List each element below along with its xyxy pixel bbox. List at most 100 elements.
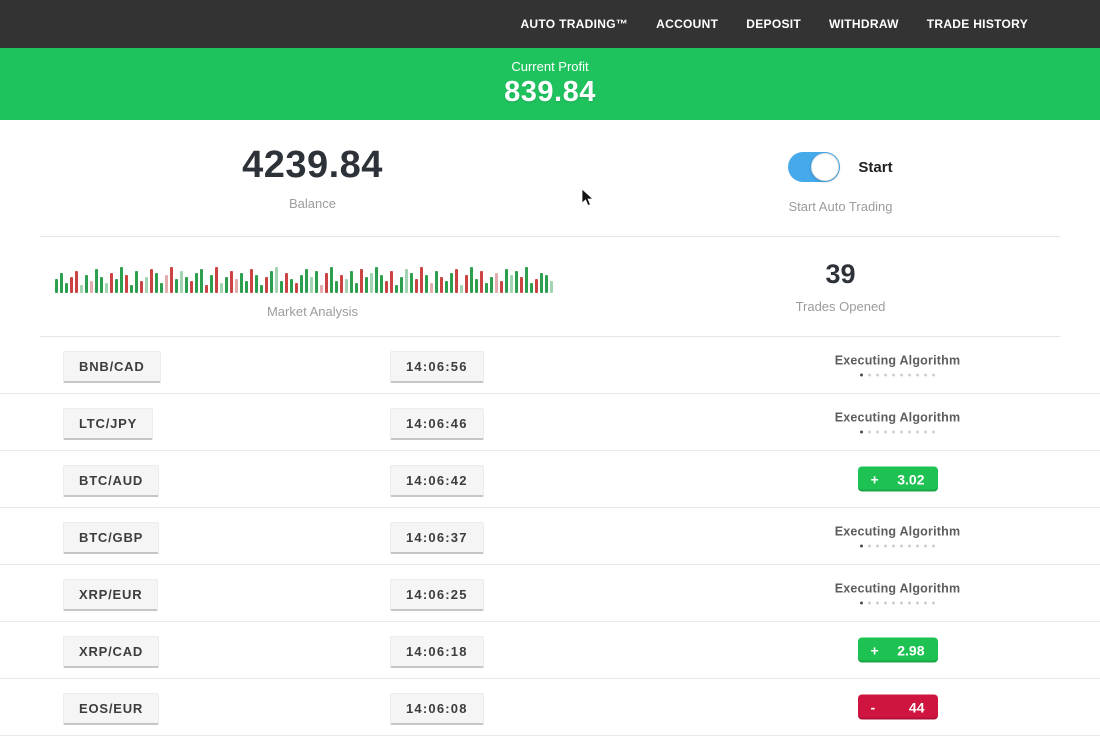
progress-dot — [900, 544, 903, 548]
market-bar — [495, 273, 498, 293]
nav-item-account[interactable]: ACCOUNT — [656, 17, 719, 31]
progress-dot — [876, 544, 879, 548]
market-bar — [75, 271, 78, 293]
market-bar — [470, 267, 473, 293]
pair-badge: BTC/GBP — [63, 522, 160, 555]
market-bar — [135, 271, 138, 293]
market-bar — [345, 279, 348, 293]
progress-dot — [868, 544, 871, 548]
progress-dot — [876, 430, 879, 434]
market-bar — [405, 269, 408, 293]
nav-item-auto-trading[interactable]: AUTO TRADING™ — [520, 17, 629, 31]
market-bar — [275, 267, 278, 293]
market-bar — [490, 277, 493, 293]
market-bar — [510, 275, 513, 293]
market-bar — [210, 275, 213, 293]
progress-dot — [916, 601, 919, 605]
market-bar — [175, 279, 178, 293]
progress-dot — [932, 373, 935, 377]
top-navbar: AUTO TRADING™ ACCOUNT DEPOSIT WITHDRAW T… — [0, 0, 1100, 48]
status-cell: - 44 — [790, 694, 1005, 720]
market-bar — [515, 271, 518, 293]
market-bar — [110, 273, 113, 293]
time-badge: 14:06:37 — [390, 522, 484, 555]
market-analysis-label: Market Analysis — [266, 304, 359, 319]
market-bar — [480, 271, 483, 293]
progress-dot — [868, 373, 871, 377]
market-bar — [225, 277, 228, 293]
progress-dot — [916, 373, 919, 377]
market-bar — [310, 277, 313, 293]
progress-dot — [908, 601, 911, 605]
result-value: 3.02 — [897, 471, 925, 487]
progress-dot — [900, 373, 903, 377]
market-bar — [535, 279, 538, 293]
progress-dots — [790, 373, 1005, 377]
market-bar — [185, 277, 188, 293]
nav-item-deposit[interactable]: DEPOSIT — [746, 17, 802, 31]
market-bar — [445, 281, 448, 293]
market-bar — [85, 275, 88, 293]
market-bar — [295, 283, 298, 293]
market-bar — [545, 275, 548, 293]
progress-dot — [924, 544, 927, 548]
auto-trading-toggle[interactable] — [788, 152, 841, 182]
market-bar — [55, 279, 58, 293]
market-bar — [190, 281, 193, 293]
trade-list: BNB/CAD 14:06:56 Executing Algorithm LTC/JP… — [0, 337, 1100, 736]
market-bar — [475, 279, 478, 293]
market-bar — [200, 269, 203, 293]
time-badge: 14:06:46 — [390, 408, 484, 441]
market-bar — [100, 277, 103, 293]
market-bar — [125, 275, 128, 293]
progress-dot — [860, 601, 863, 605]
time-badge: 14:06:42 — [390, 465, 484, 498]
result-badge: +2.98 — [857, 637, 938, 663]
pair-badge: XRP/CAD — [63, 636, 160, 669]
market-bar — [425, 275, 428, 293]
balance-value: 4239.84 — [242, 144, 383, 186]
progress-dot — [916, 544, 919, 548]
trade-row: BNB/CAD 14:06:56 Executing Algorithm — [0, 337, 1100, 394]
market-bar — [120, 267, 123, 293]
market-bar — [355, 283, 358, 293]
market-bar — [415, 279, 418, 293]
market-bar — [540, 273, 543, 293]
nav-item-trade-history[interactable]: TRADE HISTORY — [926, 17, 1028, 31]
pair-badge: LTC/JPY — [63, 408, 154, 441]
trade-row: XRP/EUR 14:06:25 Executing Algorithm — [0, 565, 1100, 622]
toggle-knob — [811, 153, 840, 181]
market-bar — [400, 277, 403, 293]
market-row: Market Analysis 39 Trades Opened — [40, 237, 1060, 337]
trade-row: EOS/EUR 14:06:08 - 44 — [0, 679, 1100, 736]
market-bar — [370, 273, 373, 293]
market-bar — [60, 273, 63, 293]
market-bar — [145, 277, 148, 293]
market-bar — [195, 273, 198, 293]
nav-item-withdraw[interactable]: WITHDRAW — [829, 17, 899, 31]
progress-dot — [884, 544, 887, 548]
market-bar — [115, 279, 118, 293]
market-bar — [70, 277, 73, 293]
market-bar — [215, 267, 218, 293]
result-sign: - — [870, 699, 876, 715]
executing-algorithm-label: Executing Algorithm — [834, 353, 961, 368]
market-bar — [90, 281, 93, 293]
progress-dot — [892, 601, 895, 605]
status-cell: Executing Algorithm — [790, 582, 1005, 605]
progress-dot — [924, 373, 927, 377]
market-bar — [530, 283, 533, 293]
market-bar — [430, 283, 433, 293]
market-bar — [245, 281, 248, 293]
market-bar — [235, 279, 238, 293]
time-badge: 14:06:08 — [390, 693, 484, 726]
progress-dot — [860, 430, 863, 434]
market-bar — [460, 285, 463, 293]
balance-block: 4239.84 Balance — [40, 120, 585, 236]
market-bar — [160, 283, 163, 293]
executing-algorithm-label: Executing Algorithm — [834, 524, 961, 539]
market-bar — [520, 277, 523, 293]
status-cell: Executing Algorithm — [790, 525, 1005, 548]
time-badge: 14:06:25 — [390, 579, 484, 612]
